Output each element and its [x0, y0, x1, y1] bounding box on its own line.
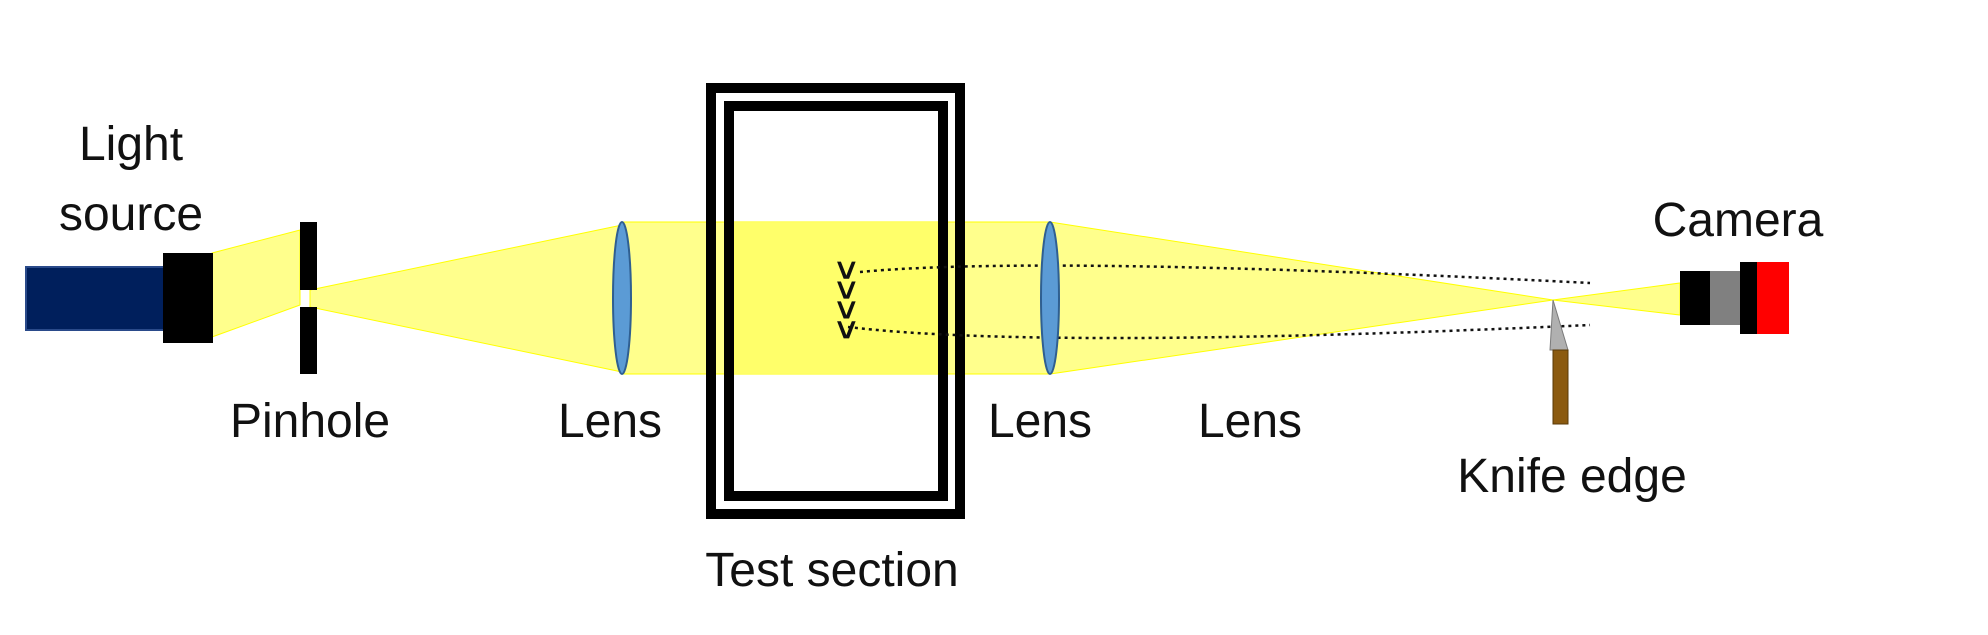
- camera-label: Camera: [1653, 194, 1824, 247]
- light-source-label-line2: source: [59, 188, 203, 241]
- test-section-outer: [706, 83, 965, 519]
- beam-converging: [1049, 221, 1554, 375]
- deflected-ray-upper: [859, 264, 1591, 285]
- camera-lens-ring: [1740, 262, 1757, 334]
- pinhole-plate-top: [300, 222, 317, 290]
- lens-1-label: Lens: [558, 395, 662, 448]
- light-source-label-line1: Light: [79, 118, 183, 171]
- knife-edge-handle: [1552, 349, 1569, 425]
- lens-2: [1040, 221, 1060, 375]
- knife-edge-label: Knife edge: [1457, 450, 1687, 503]
- test-section-inner: [724, 101, 948, 501]
- camera-middle: [1710, 271, 1740, 325]
- lens-3-label: Lens: [1198, 395, 1302, 448]
- beam-source-to-pinhole: [211, 229, 301, 338]
- knife-edge-blade: [1549, 299, 1569, 351]
- beam-to-camera: [1552, 282, 1681, 316]
- test-section-window: [734, 222, 938, 374]
- camera-body: [1680, 271, 1710, 325]
- camera-front: [1757, 262, 1789, 334]
- beam-diverging: [309, 224, 623, 373]
- deflected-ray-lower: [847, 323, 1591, 340]
- pinhole-plate-bottom: [300, 307, 317, 374]
- pinhole-label: Pinhole: [230, 395, 390, 448]
- test-section-label: Test section: [705, 544, 958, 597]
- light-source-head: [163, 253, 213, 343]
- schlieren-disturbance-marks: >>>>: [827, 260, 865, 339]
- lens-2-label: Lens: [988, 395, 1092, 448]
- lens-1: [612, 221, 632, 375]
- light-source-body: [25, 266, 167, 331]
